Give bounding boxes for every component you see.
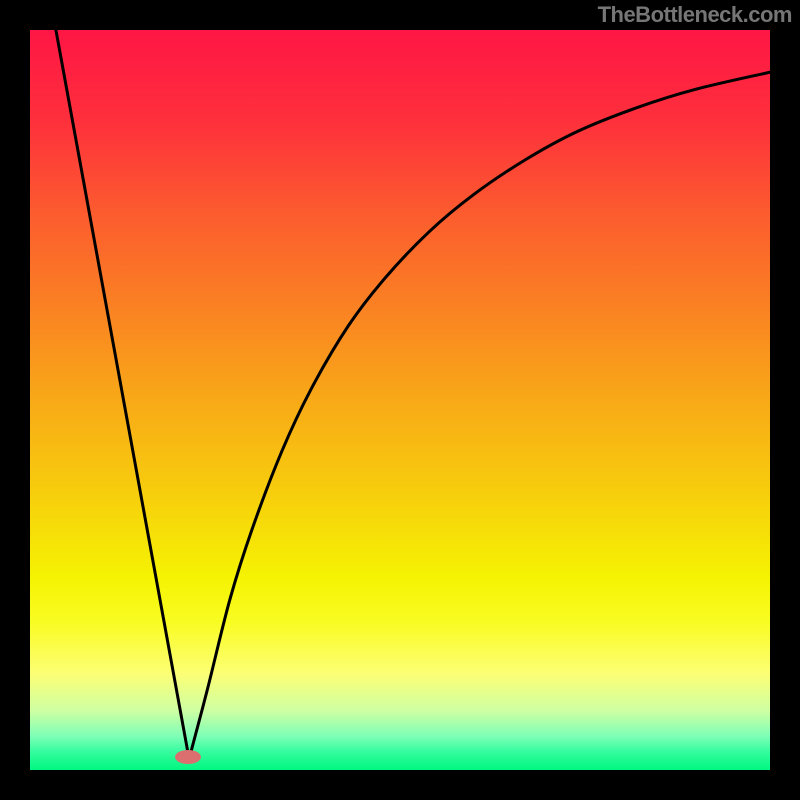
minimum-marker: [175, 750, 201, 764]
chart-container: TheBottleneck.com: [0, 0, 800, 800]
plot-area: [30, 30, 770, 770]
curve-line: [56, 30, 770, 759]
watermark-text: TheBottleneck.com: [598, 2, 792, 28]
curve-svg: [30, 30, 770, 770]
